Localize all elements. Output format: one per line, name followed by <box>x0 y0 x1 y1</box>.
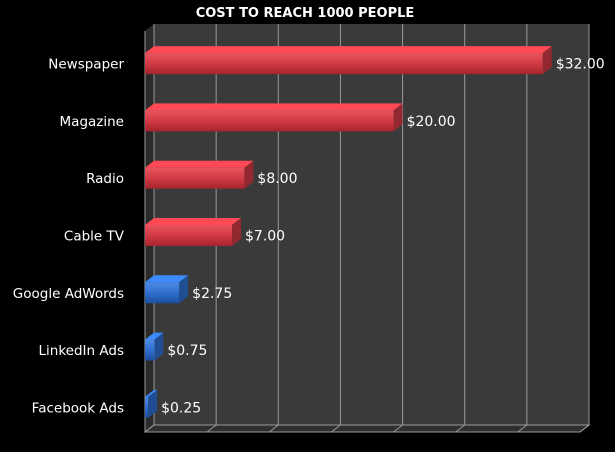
bar-top <box>145 389 158 397</box>
bar-end <box>232 218 241 246</box>
gridline-floor <box>517 424 528 433</box>
bar-end <box>244 160 254 189</box>
bar-end <box>148 389 158 418</box>
bar-end <box>154 332 164 361</box>
labels: Newspaper $32.00 Magazine $20.00 Radio $8.00 C… <box>13 57 605 417</box>
bar-end <box>393 103 403 132</box>
bar-top <box>145 46 552 54</box>
data-label: $7.00 <box>245 229 285 245</box>
chart-title: COST TO REACH 1000 PEOPLE <box>196 6 415 21</box>
category-label: Newspaper <box>48 57 124 73</box>
bar-top <box>145 332 164 340</box>
category-label: Facebook Ads <box>32 400 124 416</box>
bar <box>145 282 180 304</box>
gridline-floor <box>331 424 341 433</box>
data-label: $32.00 <box>556 57 605 73</box>
bar <box>145 167 245 189</box>
data-label: $8.00 <box>257 171 297 187</box>
bar-group <box>145 389 158 418</box>
data-label: $20.00 <box>407 114 456 130</box>
bar-group <box>145 218 241 246</box>
category-label: LinkedIn Ads <box>39 343 124 359</box>
bar-group <box>145 275 189 304</box>
data-label: $2.75 <box>192 286 232 302</box>
bar-group <box>145 103 403 132</box>
bar-group <box>145 332 164 361</box>
bar-group <box>145 160 254 189</box>
bar-end <box>179 275 189 304</box>
bar <box>145 396 149 418</box>
gridline-floor <box>579 424 590 433</box>
bar-top <box>145 275 189 283</box>
category-label: Cable TV <box>64 229 125 245</box>
gridline-floor <box>393 424 403 433</box>
gridline-floor <box>455 424 466 433</box>
bar-group <box>145 46 552 75</box>
bar-top <box>145 160 254 168</box>
category-label: Radio <box>86 171 124 187</box>
category-label: Magazine <box>60 114 124 130</box>
bar <box>145 225 232 246</box>
gridline-floor <box>206 424 217 433</box>
gridline-floor <box>144 424 155 433</box>
bar-top <box>145 218 241 225</box>
bar <box>145 110 394 132</box>
data-label: $0.25 <box>161 400 201 416</box>
category-label: Google AdWords <box>13 286 124 302</box>
data-label: $0.75 <box>167 343 207 359</box>
bar-top <box>145 103 403 111</box>
bar-end <box>542 46 552 75</box>
bar <box>145 53 543 75</box>
bars <box>145 46 552 418</box>
gridline-floor <box>268 424 279 433</box>
bar <box>145 339 155 361</box>
